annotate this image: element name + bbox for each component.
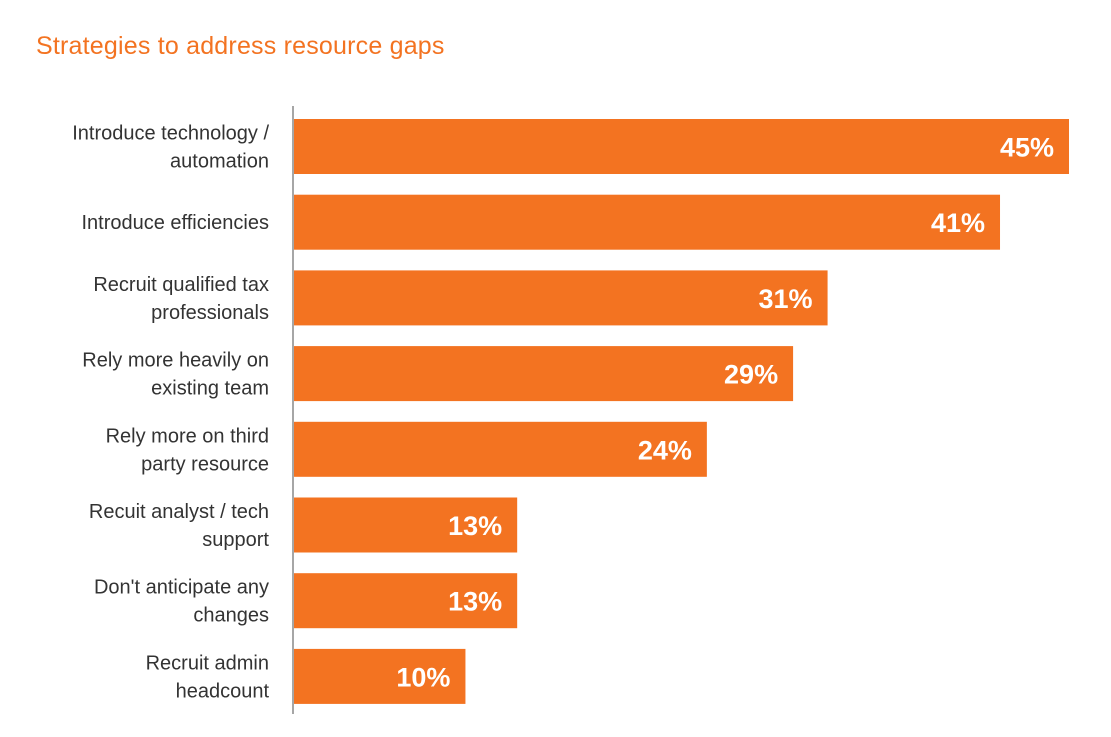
bar bbox=[293, 194, 1001, 250]
category-label: Rely more heavily on bbox=[82, 350, 269, 372]
category-label: Recuit analyst / tech bbox=[89, 501, 269, 523]
chart-title: Strategies to address resource gaps bbox=[36, 32, 445, 60]
bar bbox=[293, 648, 466, 704]
data-label: 24% bbox=[638, 435, 692, 465]
category-label: Recruit qualified tax bbox=[93, 274, 269, 296]
bar bbox=[293, 573, 518, 629]
data-label: 29% bbox=[724, 360, 778, 390]
category-label: existing team bbox=[151, 378, 269, 400]
category-label: support bbox=[202, 529, 269, 551]
data-label: 31% bbox=[759, 284, 813, 314]
category-label: party resource bbox=[141, 453, 269, 475]
category-label: Introduce efficiencies bbox=[81, 212, 269, 234]
category-label: Recruit admin bbox=[146, 652, 269, 674]
data-label: 41% bbox=[931, 208, 985, 238]
data-label: 45% bbox=[1000, 133, 1054, 163]
category-label: Introduce technology / bbox=[72, 123, 269, 145]
category-label: professionals bbox=[151, 302, 269, 324]
data-label: 13% bbox=[448, 587, 502, 617]
data-label: 10% bbox=[396, 662, 450, 692]
category-label: Don't anticipate any bbox=[94, 577, 269, 599]
bar bbox=[293, 346, 794, 402]
category-label: automation bbox=[170, 151, 269, 173]
bar bbox=[293, 497, 518, 553]
bar bbox=[293, 119, 1069, 174]
bar bbox=[293, 421, 707, 477]
category-label: headcount bbox=[176, 680, 270, 702]
data-label: 13% bbox=[448, 511, 502, 541]
bar bbox=[293, 270, 828, 326]
category-label: changes bbox=[193, 605, 269, 627]
category-label: Rely more on third bbox=[106, 425, 269, 447]
